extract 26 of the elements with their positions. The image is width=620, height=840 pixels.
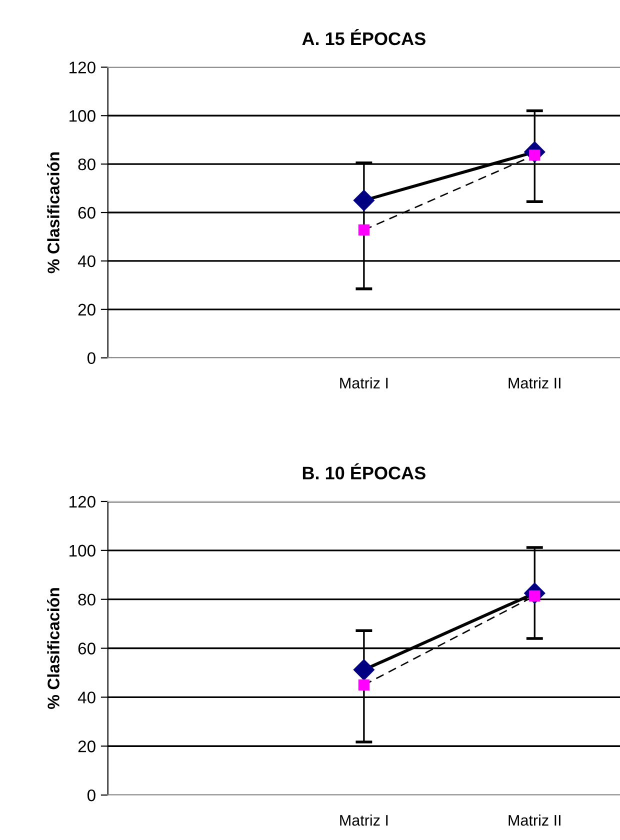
y-tick-label: 120 xyxy=(70,496,96,508)
point xyxy=(358,224,370,236)
y-tick-label: 40 xyxy=(78,692,96,704)
point xyxy=(358,679,370,691)
y-axis-title: % Clasificación xyxy=(47,588,60,709)
y-tick-label: 80 xyxy=(78,594,96,606)
y-tick-label: 120 xyxy=(70,62,96,74)
point xyxy=(353,659,374,680)
x-tick-label: Matriz II xyxy=(508,814,560,826)
y-tick-label: 20 xyxy=(78,740,96,752)
y-tick-label: 60 xyxy=(78,206,96,219)
x-tick-label: Matriz I xyxy=(340,814,388,826)
x-tick-label: Matriz I xyxy=(340,377,388,389)
chart-title: A. 15 ÉPOCAS xyxy=(302,28,426,46)
y-tick-label: 20 xyxy=(78,304,96,316)
y-tick-label: 100 xyxy=(70,544,96,557)
y-axis-title: % Clasificación xyxy=(47,152,60,274)
chart-title: B. 10 ÉPOCAS xyxy=(302,463,426,480)
y-tick-label: 60 xyxy=(78,642,96,654)
y-tick-label: 0 xyxy=(87,352,96,364)
y-tick-label: 40 xyxy=(78,255,96,268)
y-tick-label: 100 xyxy=(70,110,96,122)
point xyxy=(353,190,374,211)
y-tick-label: 0 xyxy=(87,789,96,802)
y-tick-label: 80 xyxy=(78,158,96,170)
x-tick-label: Matriz II xyxy=(508,377,560,389)
